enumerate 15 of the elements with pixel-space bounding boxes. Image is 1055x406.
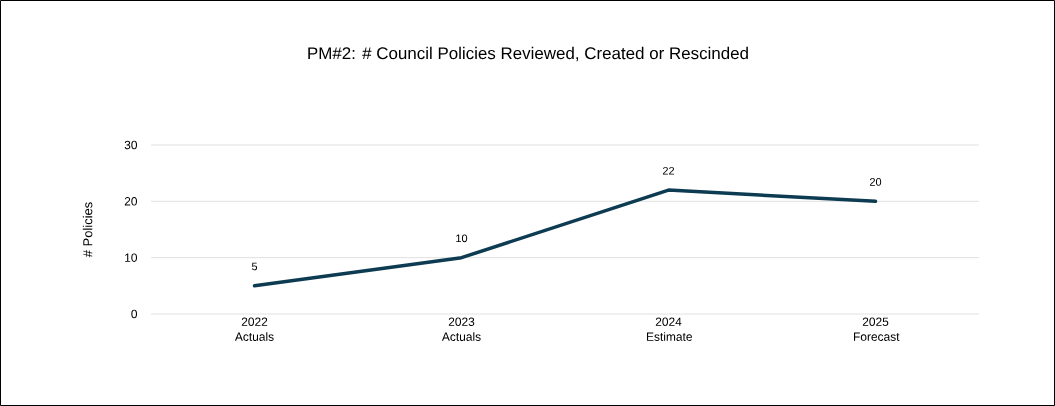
y-axis-title: # Policies <box>82 202 93 258</box>
y-tick-label: 30 <box>124 140 138 150</box>
data-label: 20 <box>869 178 882 186</box>
data-label: 5 <box>251 262 258 271</box>
chart-title: PM#2: # Council Policies Reviewed, Created or Rescinded <box>308 46 748 62</box>
y-tick-label: 0 <box>131 309 138 319</box>
x-tick-label: 2023 Actuals <box>441 317 481 341</box>
data-label: 10 <box>456 234 468 243</box>
data-label: 22 <box>662 166 675 175</box>
x-tick-label: 2024 Estimate <box>647 317 692 341</box>
y-tick-label: 10 <box>125 253 138 262</box>
y-tick-label: 20 <box>124 197 138 206</box>
x-tick-label: 2025 Forecast <box>854 317 900 341</box>
line-series <box>252 188 878 288</box>
x-tick-label: 2022 Actuals <box>234 317 274 341</box>
